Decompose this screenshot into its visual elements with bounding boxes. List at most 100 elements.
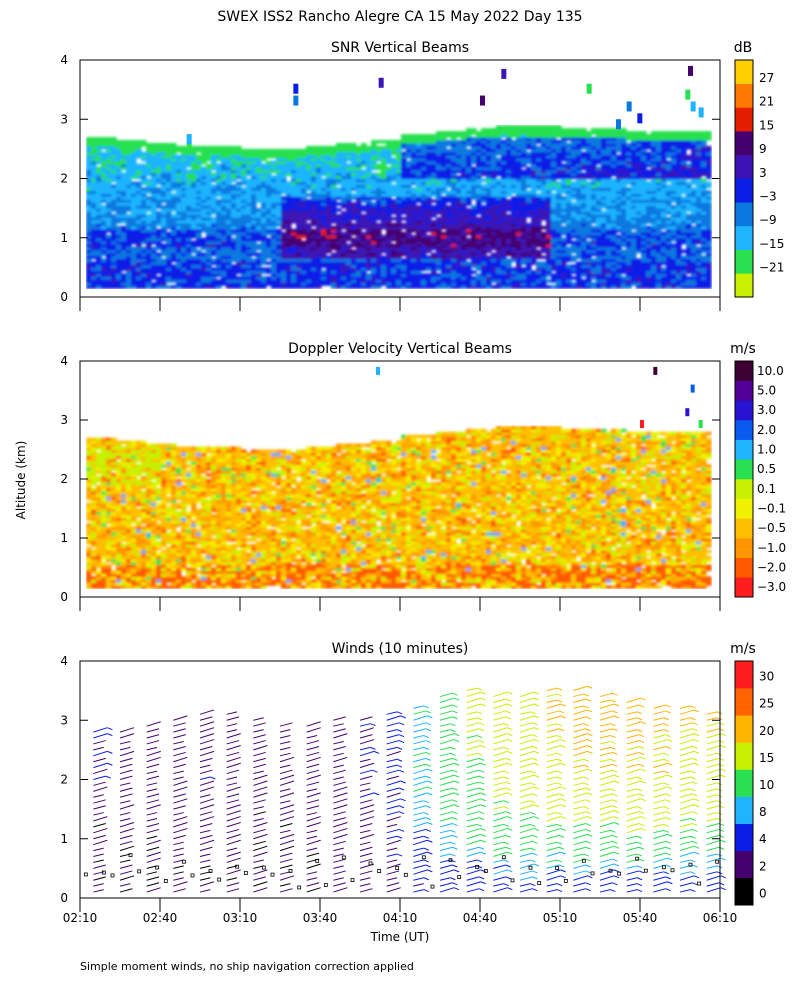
wind-barb-flag bbox=[587, 875, 593, 879]
wind-barb bbox=[119, 818, 131, 822]
wind-barb-flag bbox=[610, 889, 616, 893]
wind-barb-flag bbox=[480, 703, 486, 707]
wind-barb bbox=[93, 834, 106, 840]
wind-barb bbox=[466, 888, 480, 893]
wind-barb bbox=[333, 740, 344, 745]
wind-barb bbox=[413, 728, 426, 733]
winds-colorbar-swatch bbox=[735, 661, 753, 689]
doppler-colorbar-swatch bbox=[735, 479, 753, 499]
wind-barb bbox=[573, 888, 586, 893]
wind-barb-flag bbox=[612, 751, 618, 755]
doppler-colorbar-label: 1.0 bbox=[757, 443, 776, 457]
wind-barb-flag bbox=[507, 827, 513, 831]
wind-barb bbox=[279, 788, 291, 792]
wind-barb-flag bbox=[533, 786, 540, 790]
wind-barb bbox=[306, 882, 320, 887]
wind-barb bbox=[653, 774, 668, 780]
wind-barb bbox=[199, 889, 211, 893]
wind-barb bbox=[413, 869, 428, 875]
wind-missing-marker bbox=[243, 871, 248, 875]
wind-barb bbox=[519, 816, 535, 822]
wind-barb bbox=[493, 727, 508, 733]
wind-barb bbox=[359, 829, 371, 834]
wind-barb bbox=[546, 770, 558, 775]
wind-barb bbox=[279, 864, 293, 869]
wind-barb bbox=[253, 799, 266, 804]
wind-barb-flag bbox=[720, 875, 726, 879]
wind-barb bbox=[546, 875, 561, 881]
wind-barb-flag bbox=[480, 827, 486, 831]
wind-missing-marker bbox=[457, 875, 462, 879]
snr-upper-echo bbox=[186, 142, 192, 153]
wind-barb bbox=[519, 727, 535, 733]
wind-barb-flag bbox=[370, 723, 376, 727]
winds-colorbar-swatch bbox=[735, 796, 753, 824]
wind-barb-flag bbox=[693, 733, 700, 737]
wind-barb bbox=[359, 804, 375, 810]
wind-barb bbox=[439, 869, 455, 875]
wind-barb bbox=[386, 835, 398, 840]
wind-barb-flag bbox=[532, 746, 538, 749]
wind-barb-flag bbox=[556, 889, 563, 893]
wind-barb-flag bbox=[398, 811, 405, 815]
wind-barb-flag bbox=[503, 746, 509, 750]
wind-barb bbox=[573, 698, 586, 703]
wind-barb-flag bbox=[612, 692, 618, 696]
wind-barb bbox=[306, 788, 318, 792]
wind-barb bbox=[679, 762, 695, 769]
wind-barb-flag bbox=[560, 798, 566, 802]
wind-barb bbox=[573, 768, 588, 775]
wind-barb-flag bbox=[480, 804, 486, 808]
wind-missing-marker bbox=[155, 865, 160, 870]
snr-colorbar-label: 27 bbox=[759, 71, 774, 85]
wind-barb bbox=[519, 782, 531, 786]
snr-upper-echo bbox=[293, 95, 299, 106]
wind-missing-marker bbox=[137, 869, 142, 874]
wind-barb bbox=[253, 722, 266, 727]
wind-barb bbox=[333, 716, 346, 721]
wind-barb-flag bbox=[667, 857, 673, 861]
wind-barb bbox=[653, 840, 666, 846]
winds-y-tick-label: 4 bbox=[60, 654, 68, 668]
wind-barb-flag bbox=[585, 846, 591, 850]
wind-barb bbox=[359, 792, 375, 798]
wind-barb-flag bbox=[636, 889, 643, 893]
winds-colorbar-label: 0 bbox=[759, 886, 767, 900]
wind-barb bbox=[439, 792, 455, 798]
wind-barb bbox=[146, 756, 161, 763]
wind-barb bbox=[386, 769, 400, 775]
wind-barb bbox=[653, 717, 664, 721]
wind-barb-flag bbox=[720, 857, 726, 861]
wind-barb-flag bbox=[533, 827, 540, 831]
wind-barb bbox=[706, 740, 720, 745]
wind-barb bbox=[653, 723, 664, 727]
wind-barb bbox=[119, 733, 135, 739]
wind-barb-flag bbox=[638, 740, 645, 744]
wind-barb bbox=[439, 774, 455, 780]
wind-barb-flag bbox=[612, 799, 618, 803]
wind-barb-flag bbox=[610, 829, 616, 833]
wind-barb bbox=[226, 786, 241, 792]
wind-barb bbox=[626, 776, 638, 780]
wind-barb bbox=[199, 816, 215, 822]
wind-barb bbox=[386, 823, 398, 828]
wind-barb bbox=[93, 746, 104, 751]
wind-barb-flag bbox=[560, 762, 566, 766]
doppler-upper-echo bbox=[653, 366, 658, 375]
wind-barb bbox=[706, 711, 718, 715]
wind-barb bbox=[573, 758, 584, 763]
wind-barb-flag bbox=[503, 723, 509, 727]
snr-cells bbox=[86, 125, 712, 289]
wind-barb bbox=[226, 744, 241, 751]
wind-barb bbox=[146, 823, 160, 828]
wind-barb-flag bbox=[480, 839, 486, 843]
wind-barb bbox=[253, 828, 266, 834]
wind-barb bbox=[119, 859, 131, 863]
winds-colorbar-label: 4 bbox=[759, 832, 767, 846]
snr-colorbar-swatch bbox=[735, 60, 753, 84]
wind-barb-flag bbox=[665, 840, 671, 844]
wind-barb bbox=[119, 763, 133, 769]
wind-barb bbox=[386, 734, 400, 739]
wind-barb-flag bbox=[663, 871, 669, 875]
wind-barb-flag bbox=[400, 715, 406, 719]
